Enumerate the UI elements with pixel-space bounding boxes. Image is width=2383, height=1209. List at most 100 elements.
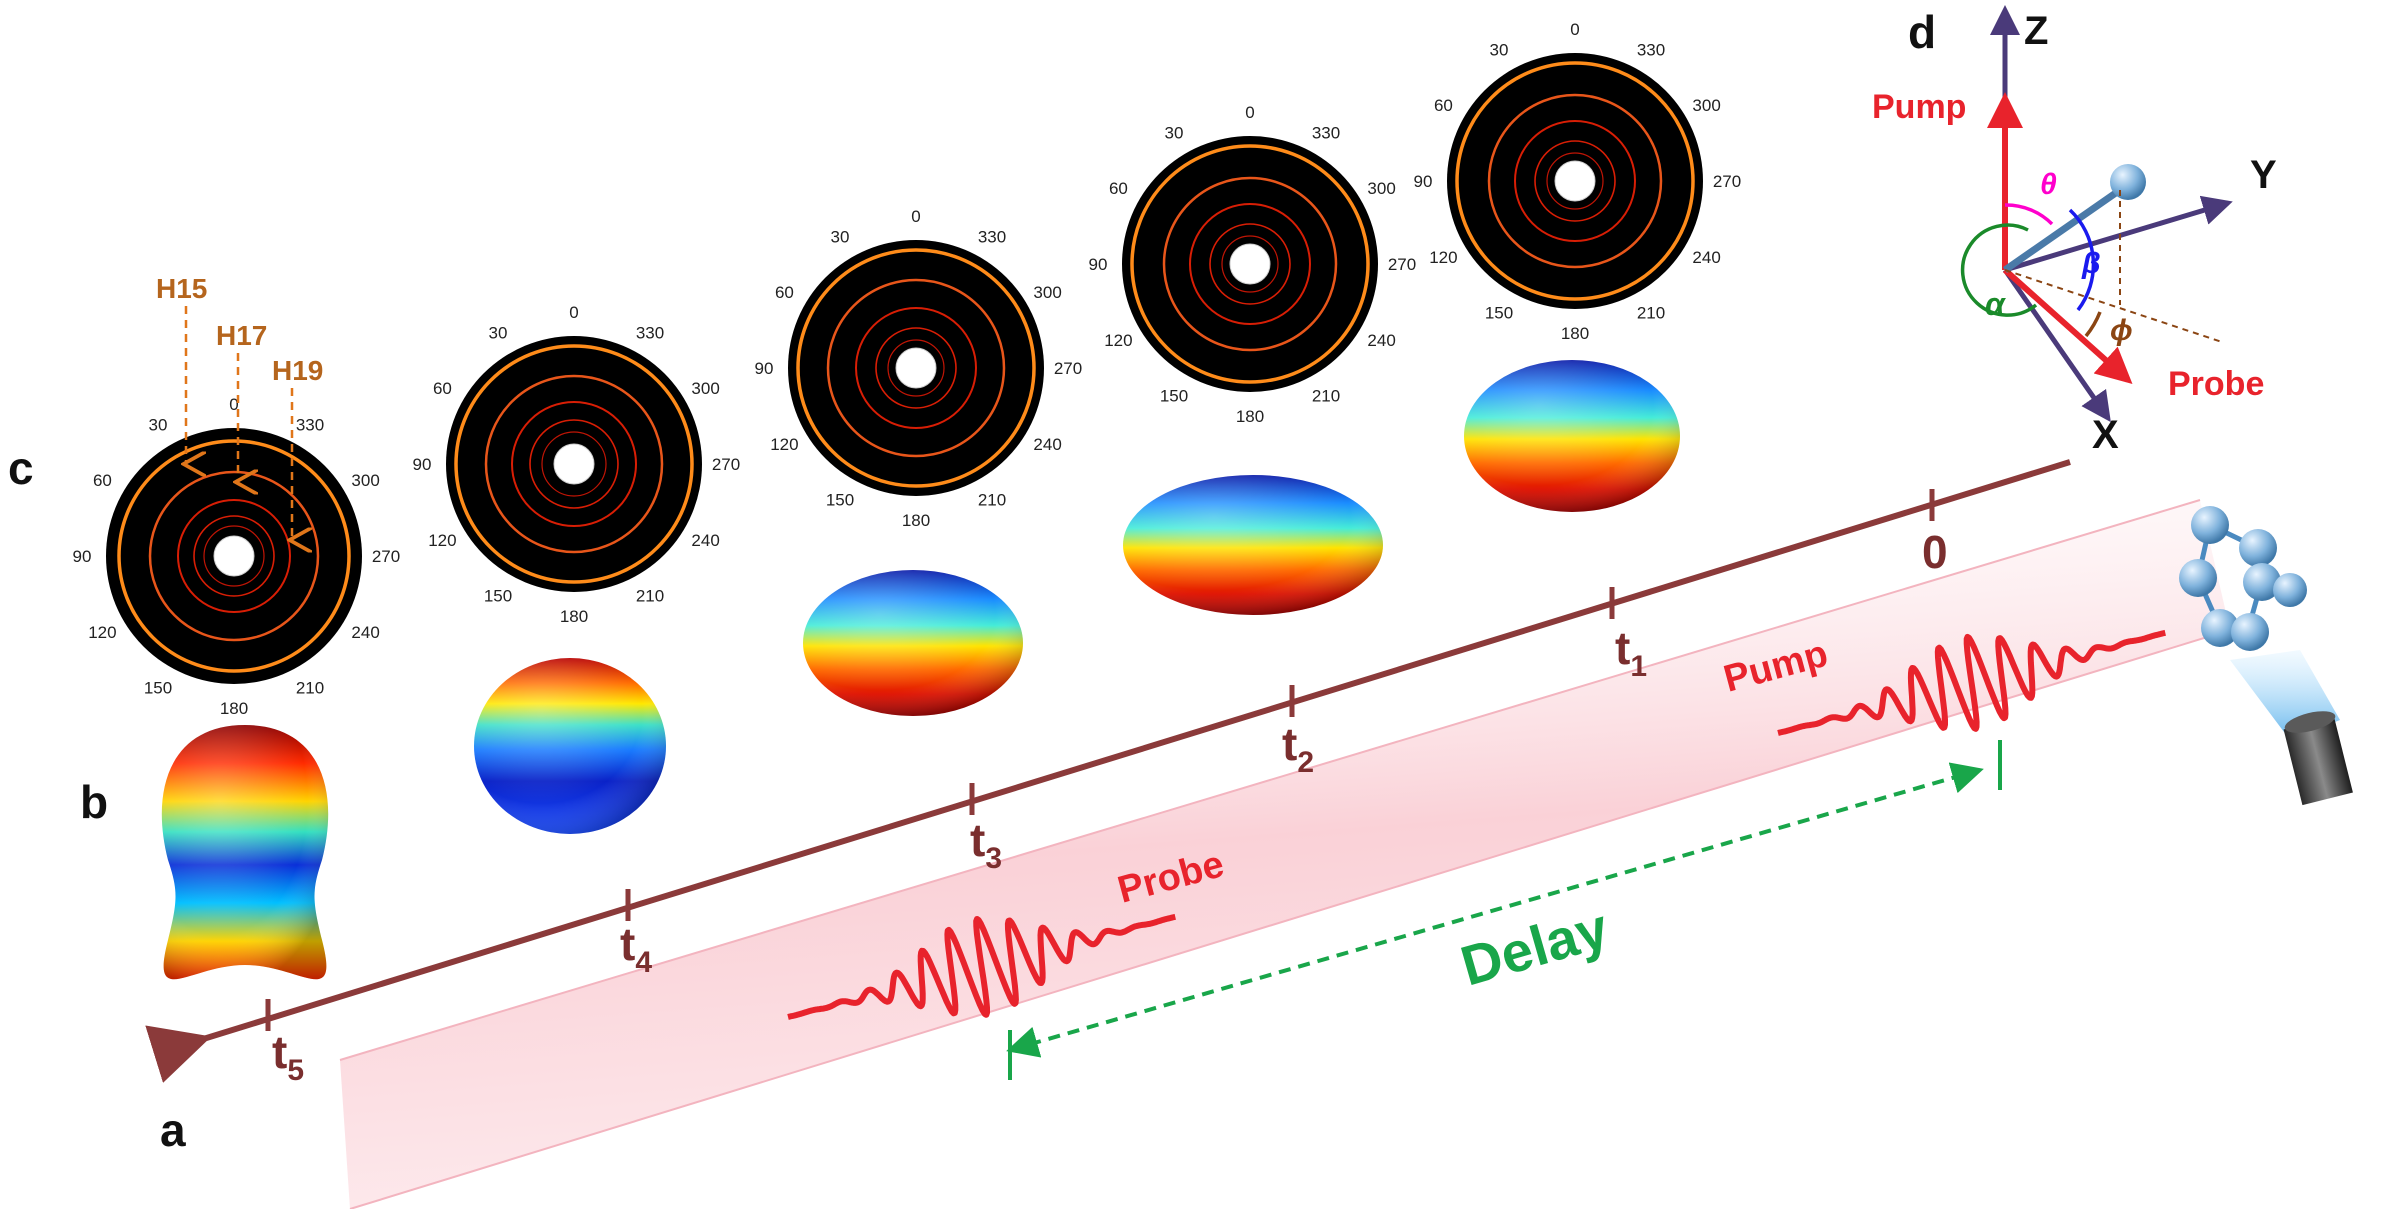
time-tick-label-3: t3 [970, 814, 1002, 875]
polar-angle-label: 240 [1692, 248, 1720, 267]
polar-angle-label: 270 [1054, 359, 1082, 378]
polar-angle-label: 90 [755, 359, 774, 378]
delay-label: Delay [1454, 896, 1615, 998]
polar-angle-label: 150 [484, 587, 512, 606]
frame-pump-label: Pump [1872, 88, 1966, 126]
polar-angle-label: 180 [560, 607, 588, 626]
polar-plot-t3: 0 30 60 90 120 150 180 210 240 270 300 330 [755, 207, 1083, 530]
axis-label-z: Z [2024, 9, 2048, 53]
alignment-shape-t5 [161, 725, 329, 980]
polar-angle-label: 270 [1713, 172, 1741, 191]
harmonic-annotations: H15 H17 H19 [156, 273, 323, 540]
polar-angle-label: 300 [1692, 96, 1720, 115]
time-tick-label-5: t5 [272, 1026, 304, 1087]
polar-angle-label: 0 [911, 207, 920, 226]
harmonic-label-h17: H17 [216, 320, 267, 351]
polar-angle-label: 30 [1490, 40, 1509, 59]
polar-angle-label: 180 [220, 699, 248, 718]
polar-angle-label: 330 [636, 323, 664, 342]
time-ticks: 0 t1 t2 t3 t4 t5 [265, 489, 1948, 1087]
polar-angle-label: 240 [1033, 435, 1061, 454]
polar-angle-label: 300 [1367, 179, 1395, 198]
polar-angle-label: 240 [691, 531, 719, 550]
alignment-shape-t1 [1464, 360, 1680, 512]
harmonic-label-h15: H15 [156, 273, 207, 304]
polar-angle-label: 60 [1109, 179, 1128, 198]
polar-angle-label: 60 [775, 283, 794, 302]
polar-angle-label: 270 [372, 547, 400, 566]
panel-label-d: d [1908, 6, 1936, 58]
polar-angle-label: 60 [1434, 96, 1453, 115]
polar-angle-label: 150 [1160, 387, 1188, 406]
polar-angle-label: 30 [831, 227, 850, 246]
polar-angle-label: 330 [296, 415, 324, 434]
phi-label: ϕ [2110, 314, 2133, 347]
axis-label-y: Y [2250, 153, 2277, 197]
polar-angle-label: 60 [93, 471, 112, 490]
alignment-shape-t2 [1123, 475, 1383, 615]
time-tick-label-2: t2 [1282, 718, 1314, 779]
polar-angle-label: 90 [73, 547, 92, 566]
polar-plot-t4: 0 30 60 90 120 150 180 210 240 270 300 330 [413, 303, 741, 626]
time-axis [145, 459, 2071, 1083]
polar-angle-label: 30 [1165, 123, 1184, 142]
polar-angle-label: 120 [428, 531, 456, 550]
molecule-sample [2179, 506, 2307, 651]
pump-pulse [1776, 629, 2167, 736]
polar-angle-label: 180 [1561, 324, 1589, 343]
polar-angle-label: 0 [569, 303, 578, 322]
alpha-label: α [1985, 286, 2006, 322]
time-tick-label-4: t4 [620, 918, 652, 979]
polar-angle-label: 90 [1089, 255, 1108, 274]
delay-arrow [1006, 740, 2002, 1080]
polar-angle-label: 240 [1367, 331, 1395, 350]
detector-icon [2230, 650, 2353, 806]
polar-angle-label: 120 [1104, 331, 1132, 350]
polar-angle-label: 300 [1033, 283, 1061, 302]
polar-angle-label: 0 [229, 395, 238, 414]
panel-label-c: c [8, 442, 34, 494]
axis-label-x: X [2092, 413, 2119, 457]
polar-angle-label: 30 [489, 323, 508, 342]
polar-angle-label: 90 [413, 455, 432, 474]
polar-angle-label: 210 [978, 491, 1006, 510]
polar-angle-label: 150 [826, 491, 854, 510]
polar-angle-label: 330 [1637, 40, 1665, 59]
polar-angle-label: 150 [144, 679, 172, 698]
polar-angle-label: 30 [149, 415, 168, 434]
polar-angle-label: 150 [1485, 304, 1513, 323]
alignment-shape-t3 [803, 570, 1023, 716]
polar-angle-label: 240 [351, 623, 379, 642]
polar-plot-t2: 0 30 60 90 120 150 180 210 240 270 300 330 [1089, 103, 1417, 426]
polar-angle-label: 210 [1637, 304, 1665, 323]
beta-label: β [2081, 247, 2101, 280]
polar-plot-t1: 0 30 60 90 120 150 180 210 240 270 300 330 [1414, 20, 1742, 343]
polar-angle-label: 330 [978, 227, 1006, 246]
polar-angle-label: 210 [636, 587, 664, 606]
time-tick-label-1: t1 [1615, 622, 1647, 683]
polar-plot-t5: 0 30 60 90 120 150 180 210 240 270 300 330 [73, 395, 401, 718]
polar-angle-label: 120 [770, 435, 798, 454]
coordinate-frame [1960, 5, 2233, 423]
polar-angle-label: 120 [1429, 248, 1457, 267]
polar-angle-label: 300 [351, 471, 379, 490]
polar-angle-label: 60 [433, 379, 452, 398]
panel-label-a: a [160, 1104, 186, 1156]
polar-angle-label: 270 [712, 455, 740, 474]
polar-angle-label: 180 [1236, 407, 1264, 426]
frame-probe-label: Probe [2168, 365, 2264, 403]
polar-angle-label: 210 [296, 679, 324, 698]
polar-angle-label: 330 [1312, 123, 1340, 142]
alignment-shape-t4 [474, 658, 666, 834]
polar-angle-label: 300 [691, 379, 719, 398]
polar-angle-label: 180 [902, 511, 930, 530]
polar-angle-label: 210 [1312, 387, 1340, 406]
polar-plots: 0306090120150180210240270300330030609012… [73, 20, 1742, 718]
harmonic-label-h19: H19 [272, 355, 323, 386]
polar-angle-label: 270 [1388, 255, 1416, 274]
polar-angle-label: 90 [1414, 172, 1433, 191]
panel-label-b: b [80, 776, 108, 828]
polar-angle-label: 0 [1570, 20, 1579, 39]
theta-label: θ [2040, 168, 2057, 201]
